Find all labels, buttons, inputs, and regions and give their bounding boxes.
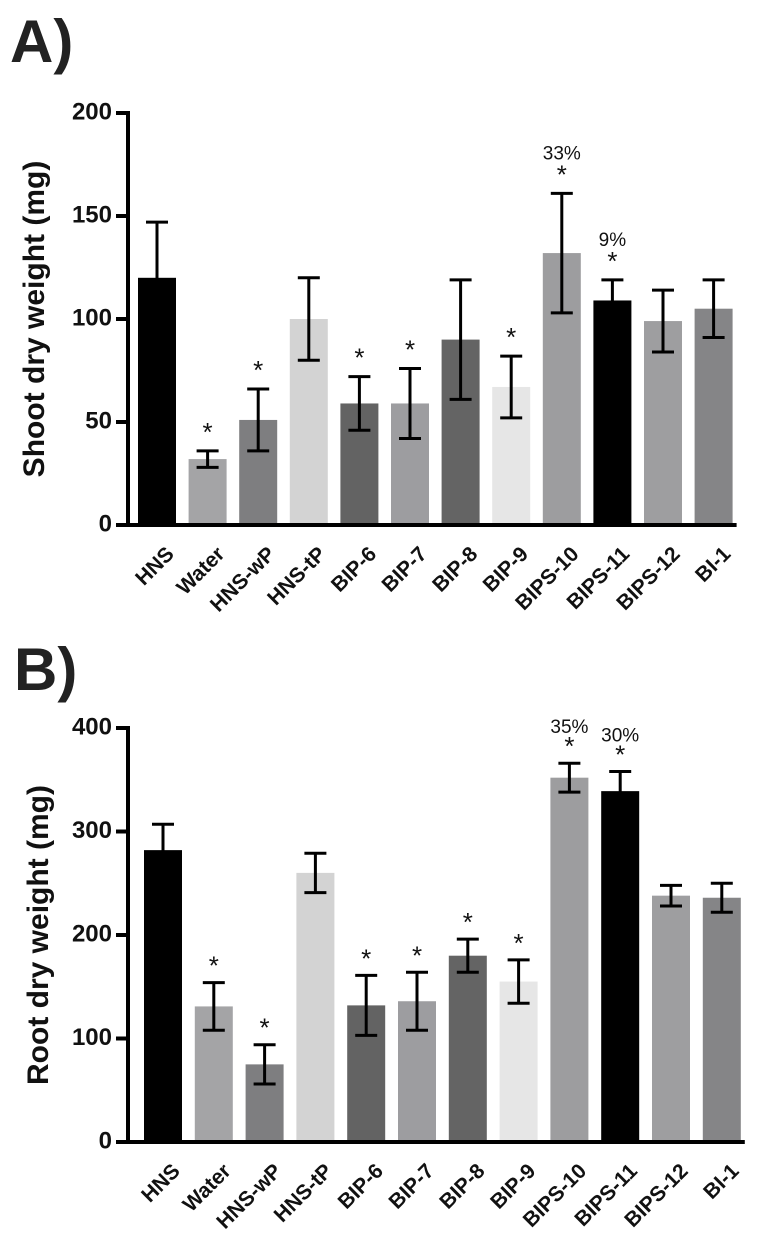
category-label: BI-1 (699, 1159, 744, 1204)
error-bar (702, 278, 725, 340)
significance-star: * (354, 343, 364, 373)
category-label: BIP-6 (327, 542, 381, 596)
bar-bi-1 (694, 308, 733, 525)
error-bar (710, 881, 733, 914)
bar-bi-1 (702, 897, 741, 1142)
bar-bips-11 (593, 300, 632, 525)
error-bar (609, 769, 632, 813)
bar-bips-12 (652, 895, 690, 1142)
error-bar (399, 366, 421, 440)
y-tick-label: 200 (72, 98, 112, 125)
category-label: BIP-6 (334, 1159, 388, 1213)
bar-bip-8 (448, 955, 487, 1142)
significance-star: * (209, 951, 219, 981)
percent-annotation: 33% (543, 143, 581, 164)
y-axis-title: Root dry weight (mg) (22, 785, 55, 1085)
y-tick-label: 100 (72, 304, 112, 331)
significance-star: * (405, 334, 415, 364)
percent-annotation: 30% (601, 725, 639, 746)
error-bar (449, 278, 472, 401)
significance-star: * (607, 246, 617, 276)
significance-star: * (463, 907, 473, 937)
error-bar (558, 761, 581, 794)
bar-hns (144, 850, 182, 1142)
error-bar (348, 375, 371, 432)
y-tick-label: 200 (72, 920, 112, 947)
y-tick-label: 50 (85, 407, 112, 434)
y-tick-label: 0 (99, 1127, 112, 1154)
error-bar (550, 191, 573, 315)
category-label: BIP-8 (435, 1159, 489, 1213)
panel-b: B)Root dry weight (mg)HNS*Water*HNS-wPHN… (14, 636, 745, 1233)
error-bar (660, 883, 682, 908)
significance-star: * (361, 943, 371, 973)
bar-water (188, 459, 227, 525)
error-bar (196, 449, 219, 469)
y-tick-label: 300 (72, 817, 112, 844)
error-bar (146, 220, 168, 335)
y-tick-label: 400 (72, 713, 112, 740)
category-label: BIP-7 (377, 542, 431, 596)
y-tick-label: 0 (99, 510, 112, 537)
significance-star: * (203, 417, 213, 447)
panel-label: A) (10, 8, 73, 75)
error-bar (507, 958, 530, 1005)
percent-annotation: 9% (599, 230, 627, 251)
error-bar (152, 822, 174, 878)
panel-label: B) (14, 636, 77, 703)
error-bar (253, 1043, 276, 1086)
significance-star: * (564, 731, 574, 761)
category-label: BIP-7 (384, 1159, 438, 1213)
significance-star: * (506, 322, 516, 352)
bar-bips-10 (550, 777, 589, 1142)
error-bar (355, 973, 378, 1037)
error-bar (247, 387, 270, 453)
bar-bip-9 (499, 981, 538, 1142)
error-bar (500, 354, 523, 420)
error-bar (652, 288, 674, 354)
bar-bips-11 (601, 791, 640, 1142)
significance-star: * (615, 739, 625, 769)
error-bar (601, 278, 624, 323)
bar-bips-12 (644, 321, 682, 525)
y-tick-label: 100 (72, 1024, 112, 1051)
y-axis-title: Shoot dry weight (mg) (18, 161, 51, 478)
significance-star: * (412, 940, 422, 970)
error-bar (456, 937, 479, 974)
category-label: BIP-8 (428, 542, 482, 596)
error-bar (202, 981, 225, 1032)
error-bar (406, 970, 428, 1032)
error-bar (297, 276, 320, 362)
category-label: BI-1 (691, 542, 736, 587)
bar-hns-tp (296, 872, 335, 1142)
significance-star: * (557, 159, 567, 189)
y-tick-label: 150 (72, 201, 112, 228)
significance-star: * (260, 1013, 270, 1043)
significance-star: * (514, 928, 524, 958)
percent-annotation: 35% (550, 717, 588, 738)
error-bar (304, 851, 327, 895)
significance-star: * (253, 355, 263, 385)
panel-a: A)Shoot dry weight (mg)HNS*Water*HNS-wPH… (10, 8, 737, 616)
